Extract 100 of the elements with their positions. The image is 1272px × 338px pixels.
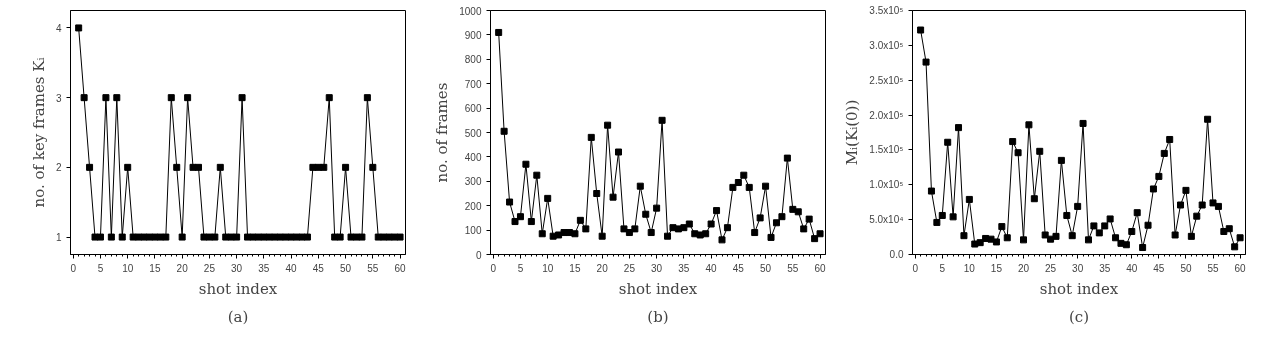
x-tick-label: 5 (97, 262, 104, 274)
y-tick-label: 200 (464, 200, 482, 212)
point (162, 233, 170, 241)
point (992, 238, 1000, 246)
point (287, 233, 295, 241)
point (691, 230, 699, 238)
y-tick-label: 2 (55, 162, 62, 174)
point (955, 124, 963, 132)
point (178, 233, 186, 241)
y-tick-label: 100 (464, 225, 482, 237)
point (342, 163, 350, 171)
y-tick-label: 3.0x10⁵ (869, 39, 904, 51)
point (800, 225, 808, 233)
x-tick-label: 35 (678, 262, 690, 274)
point (249, 233, 257, 241)
x-tick-label: 45 (312, 262, 325, 274)
y-tick-label: 600 (464, 103, 482, 115)
y-tick-label: 2.5x10⁵ (869, 74, 904, 86)
point (1171, 231, 1179, 239)
point (80, 94, 88, 102)
point (587, 133, 595, 141)
y-tick-label: 3 (55, 92, 62, 104)
point (1204, 115, 1212, 123)
point (1020, 236, 1027, 244)
point (118, 233, 126, 241)
point (1079, 119, 1087, 127)
point (1144, 221, 1152, 229)
point (917, 26, 925, 34)
point (173, 163, 181, 171)
x-tick-label: 5 (517, 262, 524, 274)
point (816, 230, 824, 238)
point (1014, 149, 1022, 157)
point (506, 198, 514, 206)
point (260, 233, 268, 241)
point (965, 195, 973, 203)
point (1009, 138, 1017, 146)
x-tick-label: 25 (623, 262, 636, 274)
point (358, 233, 366, 241)
point (396, 233, 404, 241)
point (609, 193, 617, 201)
point (533, 171, 541, 179)
point (107, 233, 115, 241)
point (522, 160, 530, 168)
point (124, 163, 132, 171)
point (1198, 201, 1206, 209)
x-tick-label: 20 (176, 262, 189, 274)
point (75, 24, 83, 32)
x-tick-label: 60 (814, 262, 827, 274)
x-tick-label: 15 (569, 262, 581, 274)
x-tick-label: 35 (1099, 262, 1111, 274)
x-tick-label: 0 (490, 262, 497, 274)
point (195, 163, 203, 171)
y-tick-label: 800 (464, 54, 482, 66)
point (938, 211, 946, 219)
point (729, 183, 737, 191)
point (1220, 227, 1228, 235)
text: (a) (227, 307, 249, 326)
point (1090, 222, 1098, 230)
point (96, 233, 104, 241)
point (669, 224, 677, 232)
point (593, 190, 601, 197)
point (91, 233, 99, 241)
point (664, 232, 672, 240)
point (987, 235, 995, 243)
y-tick-label: 3.5x10⁵ (869, 5, 904, 16)
point (238, 94, 246, 102)
point (1187, 232, 1195, 240)
x-tick-label: 50 (340, 262, 352, 274)
point (1036, 147, 1044, 155)
point (1101, 222, 1109, 230)
point (745, 183, 753, 191)
x-tick-label: 20 (596, 262, 609, 274)
point (598, 232, 606, 240)
point (631, 225, 639, 233)
point (1117, 239, 1125, 247)
point (723, 224, 731, 232)
x-tick-label: 30 (231, 262, 243, 274)
x-axis-title: shot index (198, 279, 278, 298)
point (1074, 202, 1082, 210)
point (960, 232, 968, 240)
point (167, 94, 175, 102)
x-tick-label: 50 (1180, 262, 1192, 274)
point (140, 233, 148, 241)
x-tick-label: 0 (912, 262, 919, 274)
point (1030, 195, 1038, 203)
point (1003, 234, 1011, 242)
x-tick-label: 10 (122, 262, 134, 274)
point (685, 220, 693, 228)
x-tick-label: 60 (394, 262, 407, 274)
point (151, 233, 159, 241)
point (582, 225, 590, 233)
point (658, 116, 666, 124)
point (200, 233, 208, 241)
point (944, 138, 952, 146)
point (740, 171, 748, 179)
point (1139, 244, 1147, 252)
point (772, 219, 780, 227)
y-tick-label: 300 (464, 176, 482, 188)
x-tick-label: 45 (1153, 262, 1165, 274)
text: (b) (647, 307, 669, 326)
